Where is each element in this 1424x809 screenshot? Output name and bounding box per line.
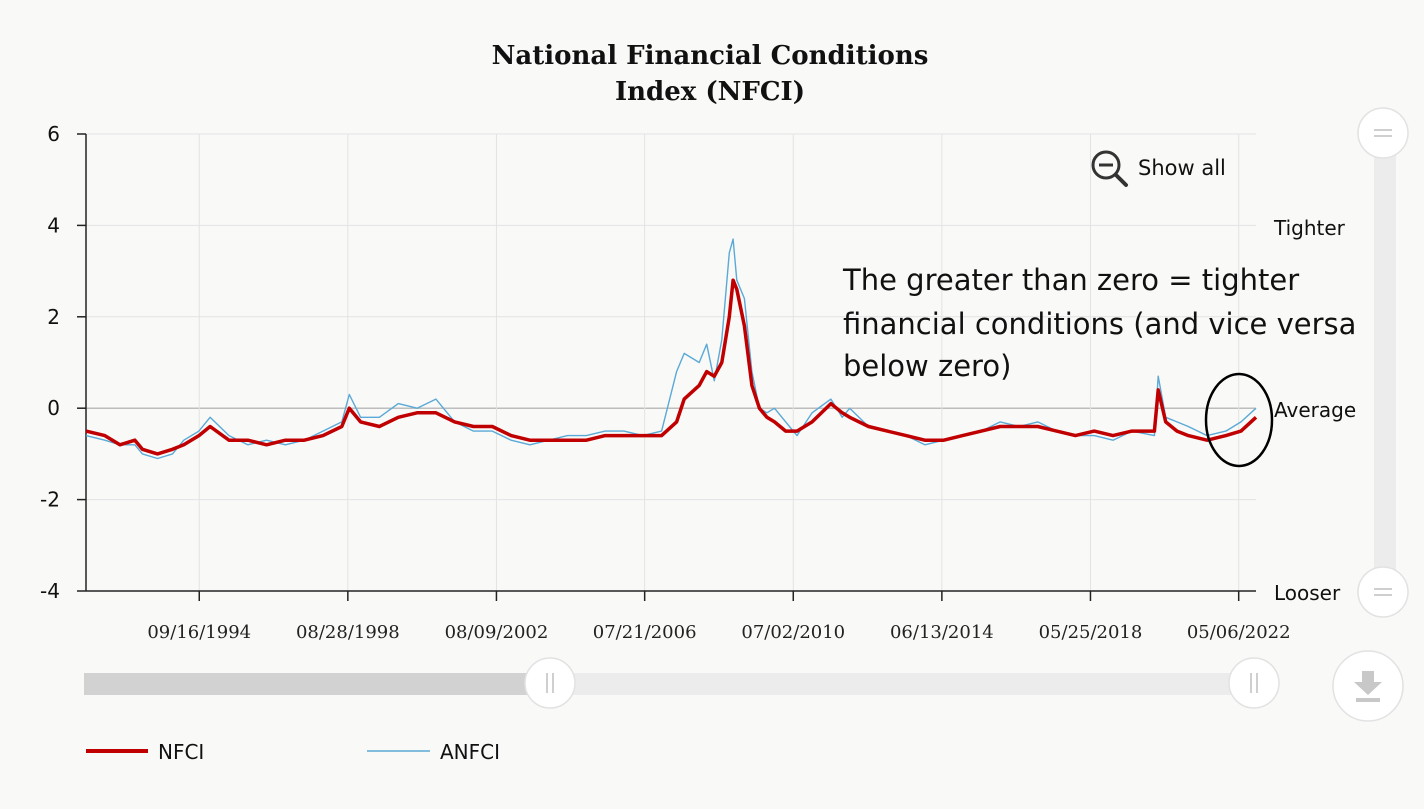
grid — [86, 133, 1256, 592]
x-tick-labels: 09/16/1994 08/28/1998 08/09/2002 07/21/2006… — [147, 622, 1290, 643]
chart-title-line-2: Index (NFCI) — [615, 77, 805, 107]
y-tick-label: -4 — [40, 579, 60, 603]
x-tick-label: 06/13/2014 — [890, 622, 994, 643]
vertical-range-track[interactable] — [1374, 132, 1396, 592]
y-tick-label: 6 — [47, 122, 60, 146]
annotation-line-2: financial conditions (and vice versa — [843, 307, 1356, 341]
y-tick-label: -2 — [40, 488, 60, 512]
legend-label-nfci: NFCI — [158, 740, 204, 764]
series-lines — [85, 238, 1258, 460]
x-tick-label: 05/06/2022 — [1187, 622, 1291, 643]
series-line-nfci — [85, 278, 1258, 456]
y-tick-label: 0 — [47, 396, 60, 420]
average-label: Average — [1274, 398, 1356, 422]
legend-label-anfci: ANFCI — [440, 740, 500, 764]
y-tick-label: 2 — [47, 305, 60, 329]
y-tick-labels: 6 4 2 0 -2 -4 — [40, 122, 60, 603]
annotation-line-1: The greater than zero = tighter — [842, 263, 1299, 297]
download-icon — [1354, 671, 1382, 702]
vertical-range-handle-bottom[interactable] — [1357, 566, 1409, 618]
x-tick-label: 07/02/2010 — [741, 622, 845, 643]
show-all-label: Show all — [1138, 156, 1226, 180]
horizontal-range-handle-right[interactable] — [1228, 657, 1280, 709]
horizontal-range-filled — [84, 673, 550, 695]
axes — [77, 133, 1256, 601]
x-tick-label: 07/21/2006 — [593, 622, 697, 643]
tighter-label: Tighter — [1273, 216, 1346, 240]
x-tick-label: 09/16/1994 — [147, 622, 251, 643]
download-button[interactable] — [1332, 650, 1404, 722]
zoom-out-icon — [1091, 150, 1128, 187]
looser-label: Looser — [1274, 581, 1341, 605]
legend-item-anfci[interactable]: ANFCI — [367, 740, 500, 764]
annotation-line-3: below zero) — [843, 349, 1011, 383]
annotation-ellipse — [1204, 372, 1274, 468]
x-tick-label: 08/09/2002 — [445, 622, 549, 643]
horizontal-range-handle-left[interactable] — [524, 657, 576, 709]
x-tick-label: 08/28/1998 — [296, 622, 400, 643]
vertical-range-handle-top[interactable] — [1357, 107, 1409, 159]
legend-item-nfci[interactable]: NFCI — [86, 740, 204, 764]
show-all-button[interactable]: Show all — [1091, 150, 1226, 187]
y-tick-label: 4 — [47, 213, 60, 237]
chart-title-line-1: National Financial Conditions — [492, 41, 929, 71]
x-tick-label: 05/25/2018 — [1039, 622, 1143, 643]
